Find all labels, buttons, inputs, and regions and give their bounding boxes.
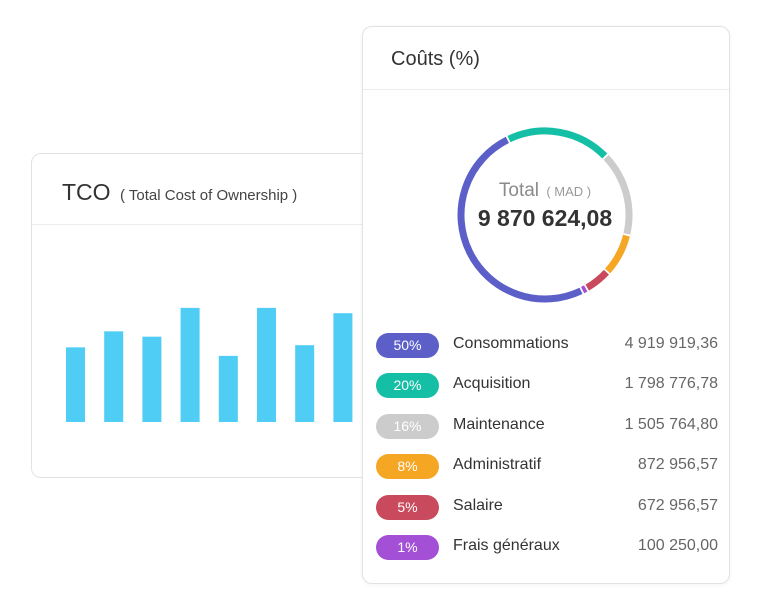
legend-label: Maintenance: [453, 415, 545, 433]
tco-bar: [180, 307, 200, 422]
legend-label: Acquisition: [453, 375, 531, 393]
percent-badge: 8%: [376, 454, 439, 480]
donut-slice: [581, 285, 588, 294]
tco-bar: [66, 347, 85, 422]
tco-bar: [218, 355, 238, 422]
percent-badge: 20%: [376, 373, 439, 399]
tco-bar: [142, 336, 162, 422]
legend-amount: 872 956,57: [637, 456, 718, 474]
donut-slice: [585, 269, 609, 291]
tco-card: TCO ( Total Cost of Ownership ): [31, 153, 411, 478]
costs-header: Coûts (%): [363, 27, 729, 90]
legend-amount: 672 956,57: [637, 496, 718, 514]
percent-badge: 50%: [376, 333, 439, 358]
total-value: 9 870 624,08: [477, 205, 613, 231]
percent-badge: 16%: [376, 413, 439, 439]
tco-bar: [257, 307, 276, 422]
legend-row: 50% Consommations 4 919 919,36: [376, 331, 718, 371]
tco-title: TCO: [62, 179, 111, 205]
legend-row: 20% Acquisition 1 798 776,78: [376, 371, 718, 411]
tco-bar: [104, 331, 124, 422]
costs-donut-chart: [457, 127, 633, 303]
total-label: Total: [498, 180, 540, 201]
percent-badge: 5%: [376, 494, 439, 520]
donut-center: Total ( MAD ) 9 870 624,08: [455, 180, 635, 232]
costs-card: Coûts (%) Total ( MAD ) 9 870 624,08 50%…: [362, 26, 730, 584]
legend-amount: 100 250,00: [637, 536, 718, 554]
legend-row: 5% Salaire 672 956,57: [376, 493, 718, 533]
tco-bar-chart: [66, 307, 353, 422]
tco-bar: [333, 313, 353, 422]
legend-row: 1% Frais généraux 100 250,00: [376, 533, 718, 573]
donut-slice: [603, 154, 633, 235]
legend-label: Salaire: [453, 496, 503, 514]
legend-amount: 4 919 919,36: [624, 335, 718, 352]
donut-slice: [604, 234, 630, 274]
total-unit: ( MAD ): [546, 184, 592, 199]
tco-bar: [295, 345, 315, 422]
legend-label: Consommations: [453, 335, 569, 352]
costs-legend: 50% Consommations 4 919 919,36 20% Acquisiti…: [376, 331, 718, 573]
legend-amount: 1 505 764,80: [624, 415, 718, 433]
donut-slice: [507, 127, 608, 159]
legend-amount: 1 798 776,78: [624, 375, 718, 393]
legend-label: Frais généraux: [453, 536, 560, 554]
legend-row: 8% Administratif 872 956,57: [376, 452, 718, 492]
legend-row: 16% Maintenance 1 505 764,80: [376, 412, 718, 452]
legend-label: Administratif: [453, 456, 542, 474]
tco-header: TCO ( Total Cost of Ownership ): [32, 154, 410, 225]
costs-title: Coûts (%): [391, 48, 480, 70]
tco-subtitle: ( Total Cost of Ownership ): [120, 187, 298, 204]
percent-badge: 1%: [376, 534, 439, 560]
donut-slice: [457, 136, 583, 303]
